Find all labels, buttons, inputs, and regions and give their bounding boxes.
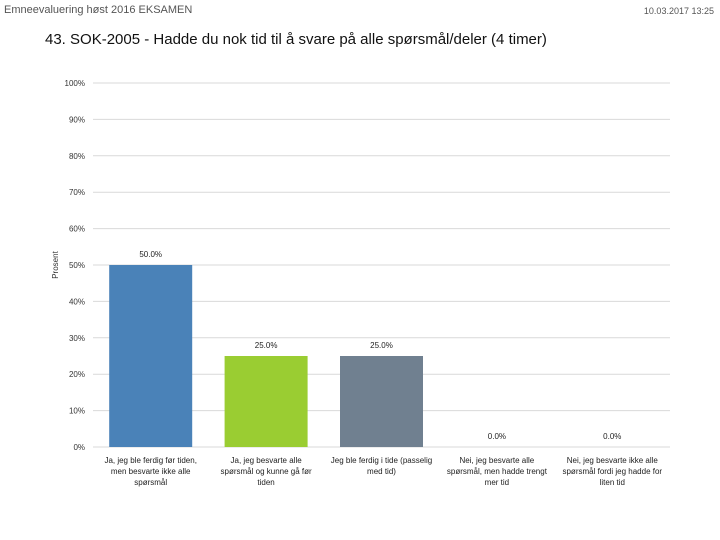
y-tick-label: 30%: [69, 334, 85, 343]
y-tick-label: 0%: [73, 443, 85, 452]
bar: [109, 265, 193, 447]
y-tick-label: 70%: [69, 188, 85, 197]
y-axis-label: Prosent: [51, 250, 60, 278]
bar: [340, 356, 423, 447]
data-label: 25.0%: [255, 341, 278, 350]
y-tick-label: 100%: [65, 79, 85, 88]
x-category-label: Ja, jeg besvarte alle spørsmål og kunne g…: [221, 456, 312, 487]
data-label: 50.0%: [139, 250, 162, 259]
data-label: 0.0%: [488, 432, 506, 441]
chart-title: 43. SOK-2005 - Hadde du nok tid til å sv…: [45, 31, 547, 48]
y-tick-label: 60%: [69, 225, 85, 234]
x-category-label: Ja, jeg ble ferdig før tiden, men besvart…: [104, 456, 197, 487]
x-category-label: Jeg ble ferdig i tide (passelig med tid): [331, 456, 432, 476]
data-label: 0.0%: [603, 432, 621, 441]
y-tick-label: 80%: [69, 152, 85, 161]
y-tick-label: 10%: [69, 407, 85, 416]
report-header-title: Emneevaluering høst 2016 EKSAMEN: [4, 4, 193, 16]
report-timestamp: 10.03.2017 13:25: [643, 6, 714, 16]
x-category-label: Nei, jeg besvarte ikke alle spørsmål ford…: [562, 456, 662, 487]
bar: [224, 356, 308, 447]
y-tick-label: 50%: [69, 261, 85, 270]
y-tick-label: 20%: [69, 370, 85, 379]
x-category-label: Nei, jeg besvarte alle spørsmål, men hadd…: [447, 456, 548, 487]
data-label: 25.0%: [370, 341, 393, 350]
y-tick-label: 40%: [69, 297, 85, 306]
y-tick-label: 90%: [69, 115, 85, 124]
